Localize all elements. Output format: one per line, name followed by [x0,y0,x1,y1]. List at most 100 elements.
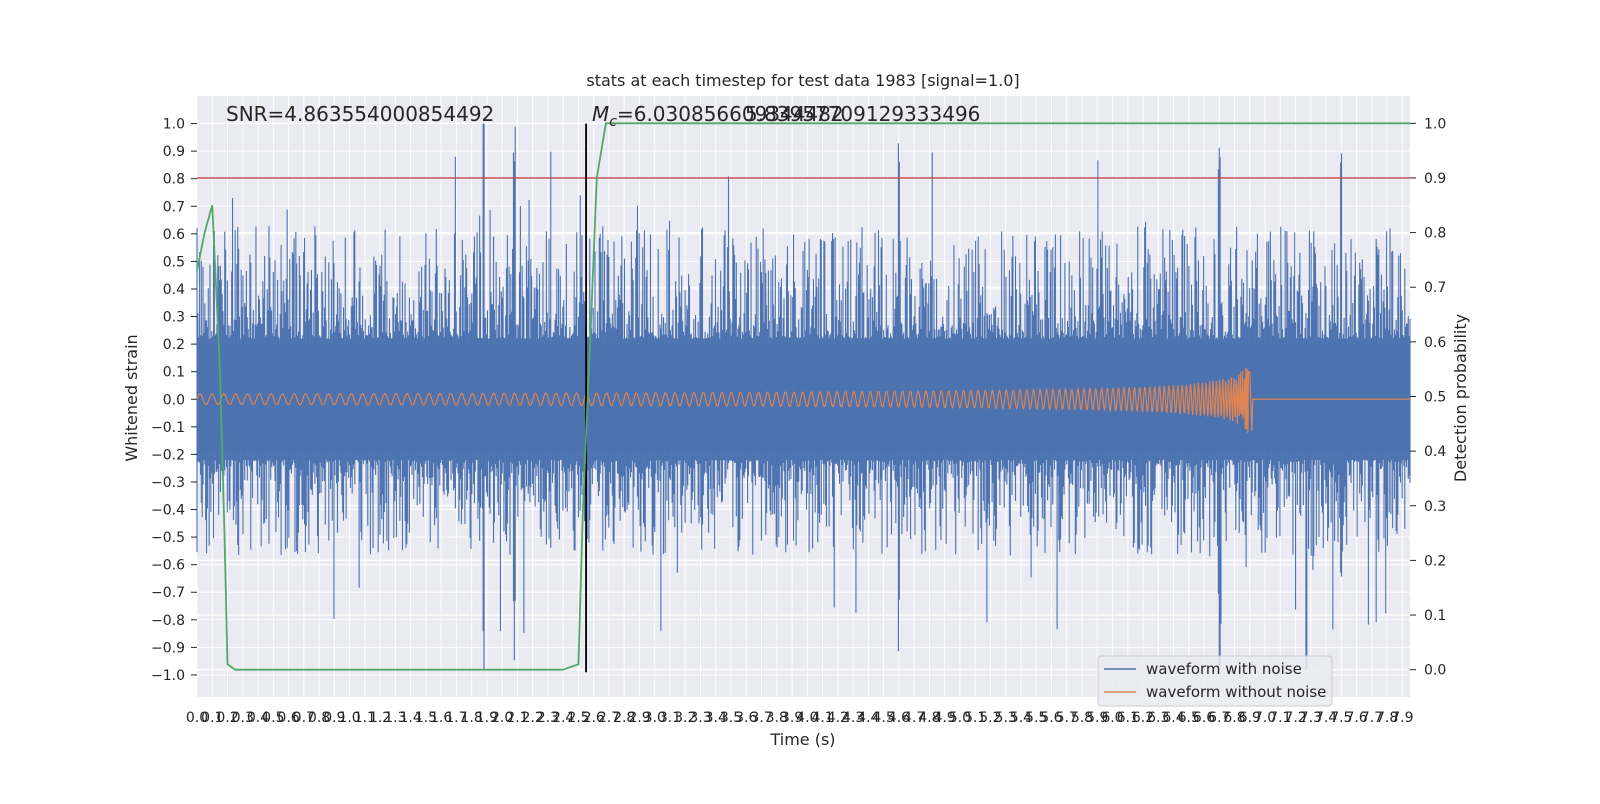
x-tick-label: 4.9 [934,710,956,726]
y-tick-label-left: 0.0 [163,392,185,408]
x-tick-label: 1.9 [476,710,498,726]
x-tick-label: 1.0 [338,710,360,726]
x-tick-label: 5.8 [1071,710,1093,726]
y-tick-label-right: 0.1 [1424,608,1446,624]
y-tick-label-right: 0.2 [1424,553,1446,569]
x-tick-label: 2.1 [506,710,528,726]
x-tick-label: 0.3 [232,710,254,726]
x-tick-label: 6.0 [1101,710,1123,726]
chirp-mass-symbol: M [592,102,609,126]
x-tick-label: 5.4 [1010,710,1032,726]
x-tick-label: 6.5 [1178,710,1200,726]
x-tick-label: 0.4 [247,710,269,726]
y-tick-label-left: 0.5 [163,254,185,270]
y-tick-label-right: 0.5 [1424,390,1446,406]
legend-label-clean: waveform without noise [1146,683,1326,701]
chirp-mass-annotation: Mc=6.030856609344482 [592,102,844,130]
x-tick-label: 1.8 [461,710,483,726]
clean-waveform-line [196,367,1410,434]
y-tick-label-left: 0.9 [163,144,185,160]
x-tick-label: 5.7 [1056,710,1078,726]
x-tick-label: 2.0 [491,710,513,726]
y-tick-label-right: 0.7 [1424,280,1446,296]
x-tick-label: 1.3 [384,710,406,726]
x-tick-label: 6.2 [1132,710,1154,726]
y-tick-label-left: −0.6 [151,558,185,574]
x-tick-label: 6.6 [1193,710,1215,726]
y-tick-label-right: 0.4 [1424,444,1446,460]
x-tick-label: 4.8 [918,710,940,726]
x-tick-label: 0.1 [201,710,223,726]
x-tick-label: 5.3 [995,710,1017,726]
x-tick-label: 6.7 [1208,710,1230,726]
detection-probability-line [196,122,1410,671]
x-tick-label: 2.5 [567,710,589,726]
y-tick-label-left: −0.2 [151,447,185,463]
x-tick-label: 3.3 [689,710,711,726]
x-tick-label: 4.4 [857,710,879,726]
x-tick-label: 3.6 [735,710,757,726]
y-tick-label-right: 0.6 [1424,335,1446,351]
x-tick-label: 4.0 [796,710,818,726]
y-ticks-left: 1.0 0.9 0.8 0.7 0.6 0.5 0.4 0.3 0.2 0.1 0.0 −0.1 −0.… [151,117,197,684]
y-tick-label-left: 0.4 [163,282,185,298]
x-tick-label: 4.3 [842,710,864,726]
x-tick-label: 5.1 [964,710,986,726]
x-tick-label: 3.5 [720,710,742,726]
legend-box [1097,655,1333,707]
y-tick-label-left: −1.0 [151,668,185,684]
y-tick-label-left: 0.1 [163,365,185,381]
y-tick-label-left: −0.7 [151,585,185,601]
x-ticks: 0.00.10.20.30.40.50.60.70.80.91.01.11.21… [186,710,1414,726]
x-tick-label: 0.7 [293,710,315,726]
x-tick-label: 2.3 [537,710,559,726]
snr-annotation: SNR=4.863554000854492 [226,102,494,126]
legend-label-noisy: waveform with noise [1146,660,1302,678]
clean-waveform-series [196,367,1410,434]
x-tick-label: 7.7 [1361,710,1383,726]
y-tick-label-left: −0.9 [151,640,185,656]
x-tick-label: 6.8 [1223,710,1245,726]
x-tick-label: 3.1 [659,710,681,726]
y-tick-label-left: −0.8 [151,613,185,629]
y-tick-label-left: 0.8 [163,172,185,188]
x-tick-label: 0.0 [186,710,208,726]
chirp-mass-subscript: c [609,114,617,130]
y-axis-label-right: Detection probability [1451,314,1470,482]
x-tick-label: 0.8 [308,710,330,726]
x-tick-label: 1.2 [369,710,391,726]
x-tick-label: 3.2 [674,710,696,726]
x-tick-label: 5.5 [1025,710,1047,726]
y-tick-label-left: −0.1 [151,420,185,436]
y-tick-label-right: 0.0 [1424,663,1446,679]
x-tick-label: 7.0 [1254,710,1276,726]
y-tick-label-left: 1.0 [163,117,185,133]
x-tick-label: 1.7 [445,710,467,726]
x-tick-label: 0.6 [277,710,299,726]
x-tick-label: 7.4 [1315,710,1337,726]
chirp-mass-value: =6.030856609344482 [617,102,844,126]
x-tick-label: 3.8 [766,710,788,726]
x-tick-label: 2.9 [628,710,650,726]
x-tick-label: 7.2 [1284,710,1306,726]
x-tick-label: 3.0 [644,710,666,726]
x-tick-label: 2.4 [552,710,574,726]
x-tick-label: 1.1 [354,710,376,726]
y-tick-label-left: 0.6 [163,227,185,243]
x-tick-label: 3.9 [781,710,803,726]
noisy-waveform-series [196,123,1411,670]
x-tick-label: 7.6 [1345,710,1367,726]
x-tick-label: 1.5 [415,710,437,726]
x-tick-label: 2.7 [598,710,620,726]
legend: waveform with noise waveform without noi… [1097,655,1333,707]
x-tick-label: 5.2 [979,710,1001,726]
y-tick-label-left: 0.7 [163,199,185,215]
x-tick-label: 4.5 [872,710,894,726]
y-ticks-right: 1.0 0.9 0.8 0.7 0.6 0.5 0.4 0.3 0.2 0.1 0.0 [1410,116,1446,679]
x-tick-label: 3.4 [705,710,727,726]
x-tick-label: 0.2 [216,710,238,726]
chirp-mass-overlap-annotation: 5.83957709129333496 [745,102,980,126]
y-tick-label-left: −0.4 [151,503,185,519]
x-tick-label: 3.7 [750,710,772,726]
